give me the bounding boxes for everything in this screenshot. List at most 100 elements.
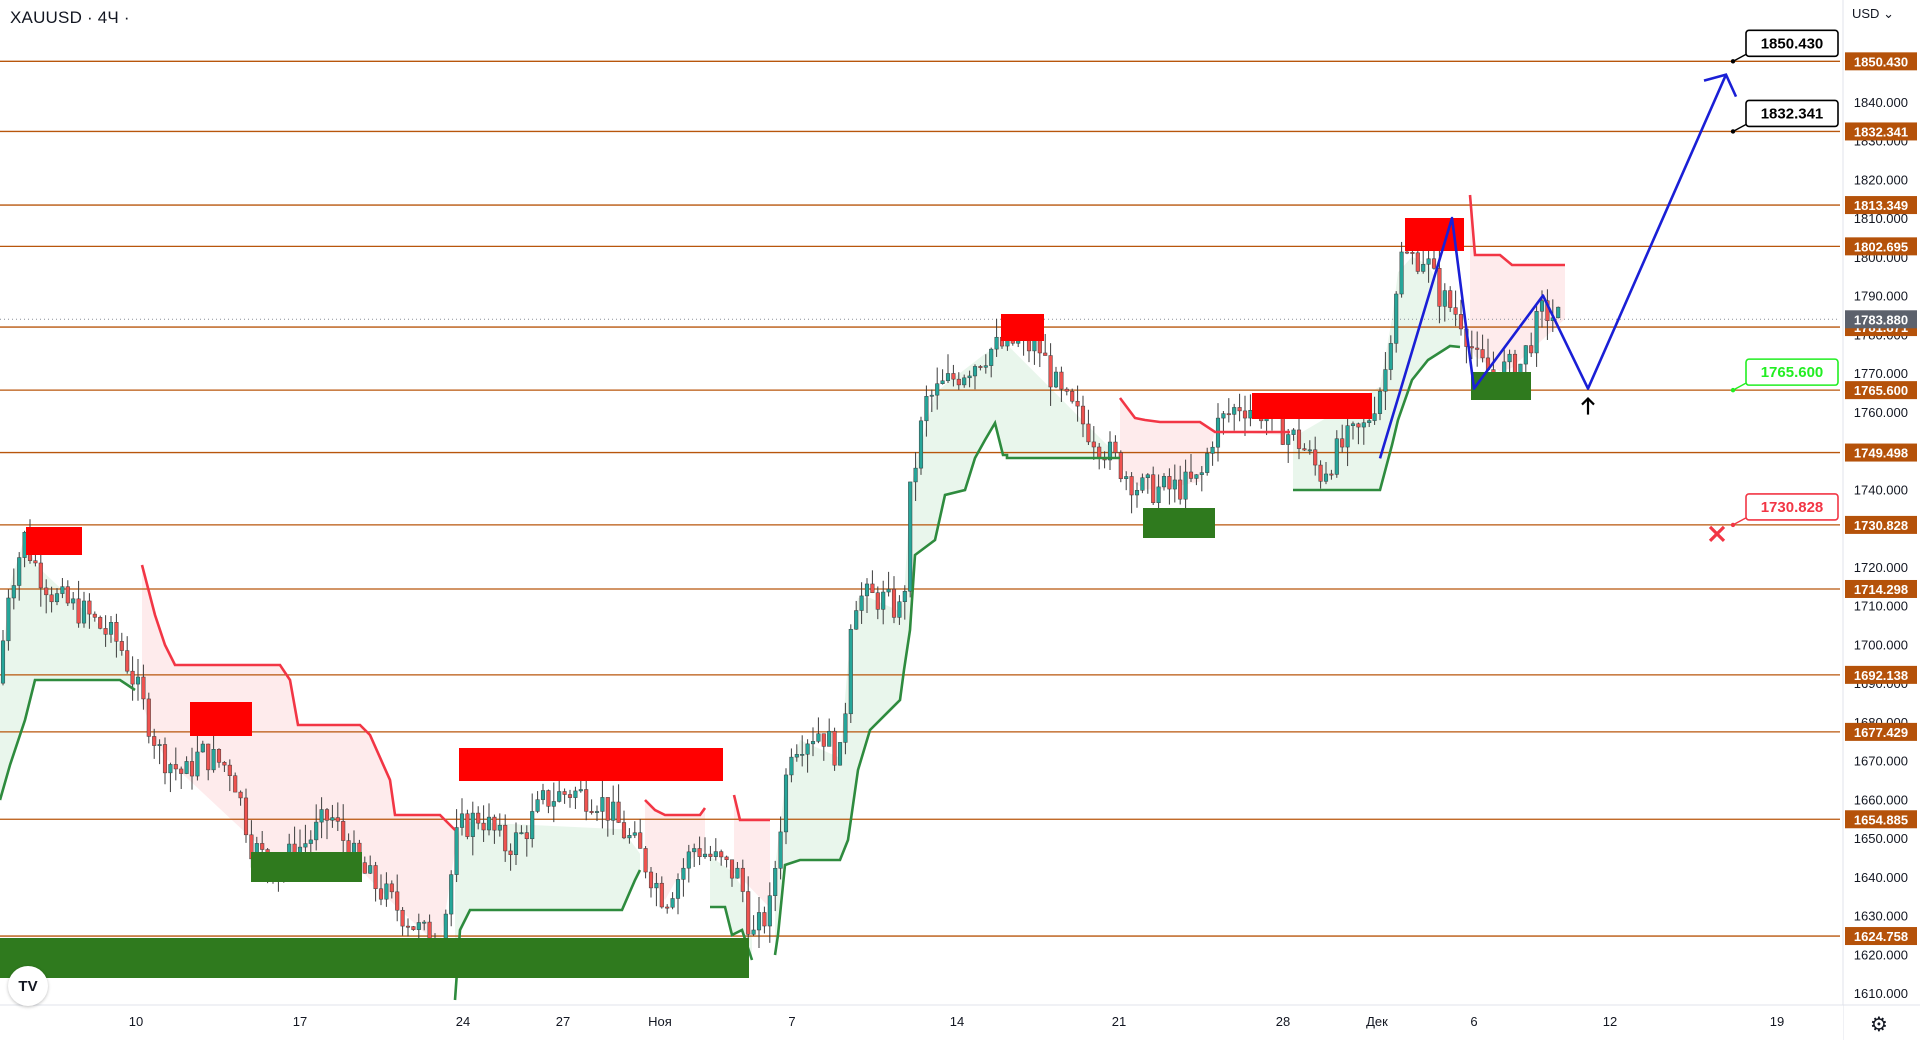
candle-body bbox=[578, 789, 583, 792]
candle-body bbox=[945, 373, 951, 382]
candle-body bbox=[411, 926, 416, 930]
candle-body bbox=[87, 600, 92, 615]
candle-body bbox=[648, 871, 654, 889]
price-tick-label: 1660.000 bbox=[1854, 792, 1908, 807]
candle-body bbox=[168, 764, 173, 774]
candle-body bbox=[632, 832, 637, 836]
supply-zone bbox=[190, 702, 252, 736]
candle-body bbox=[76, 598, 81, 624]
candle-body bbox=[870, 583, 875, 593]
candle-body bbox=[22, 532, 27, 558]
candle-body bbox=[967, 375, 972, 379]
candle-body bbox=[638, 832, 643, 849]
candle-body bbox=[713, 851, 718, 857]
candle-body bbox=[562, 791, 567, 795]
candle-body bbox=[605, 797, 610, 821]
candle-body bbox=[1118, 452, 1123, 479]
candle-body bbox=[686, 851, 691, 869]
callout-leader bbox=[1732, 517, 1747, 526]
candle-body bbox=[1388, 343, 1393, 370]
projection-path bbox=[1378, 73, 1738, 543]
candle-body bbox=[1399, 251, 1404, 295]
candle-body bbox=[1323, 473, 1329, 482]
candle-body bbox=[864, 583, 870, 597]
candle-body bbox=[314, 821, 319, 841]
candle-body bbox=[956, 378, 961, 386]
candle-body bbox=[551, 801, 556, 807]
candle-body bbox=[557, 791, 562, 802]
demand-zone bbox=[1471, 372, 1531, 400]
supply-zone bbox=[1252, 393, 1372, 419]
level-price-tag bbox=[1845, 810, 1917, 829]
time-tick-label: 24 bbox=[456, 1014, 470, 1029]
time-tick-label: 21 bbox=[1112, 1014, 1126, 1029]
uptrend-band bbox=[455, 821, 640, 1000]
candle-body bbox=[908, 481, 913, 592]
candle-body bbox=[756, 912, 762, 931]
candle-body bbox=[697, 848, 702, 857]
candle-body bbox=[794, 754, 799, 758]
time-tick-label: 19 bbox=[1770, 1014, 1784, 1029]
candle-body bbox=[1453, 307, 1458, 315]
candle-body bbox=[611, 801, 616, 821]
candle-body bbox=[189, 761, 195, 777]
candle-body bbox=[735, 867, 740, 879]
candle-body bbox=[659, 882, 664, 908]
candle-body bbox=[740, 867, 745, 892]
level-price-tag-label: 1832.341 bbox=[1854, 124, 1908, 139]
candle-body bbox=[1107, 441, 1113, 461]
candle-body bbox=[584, 789, 589, 812]
candle-body bbox=[1059, 371, 1064, 390]
candle-body bbox=[843, 713, 848, 743]
candle-body bbox=[1437, 268, 1442, 307]
candle-body bbox=[859, 595, 864, 611]
level-price-tag bbox=[1845, 122, 1917, 141]
callout-label: 1832.341 bbox=[1761, 105, 1824, 122]
candle-body bbox=[1156, 486, 1161, 503]
candle-body bbox=[854, 610, 859, 630]
candle-body bbox=[389, 883, 394, 893]
candle-body bbox=[476, 812, 481, 824]
candle-body bbox=[492, 816, 497, 831]
level-price-tag bbox=[1845, 443, 1917, 462]
candle-body bbox=[1194, 474, 1199, 479]
candle-body bbox=[837, 742, 843, 766]
level-price-tag-label: 1850.430 bbox=[1854, 54, 1908, 69]
uptrend-band bbox=[1293, 256, 1460, 490]
downtrend-line bbox=[1468, 194, 1565, 267]
level-price-tag bbox=[1845, 381, 1917, 400]
candle-body bbox=[621, 822, 627, 839]
candle-body bbox=[1361, 422, 1366, 428]
currency-selector[interactable]: USD ⌄ bbox=[1852, 6, 1894, 22]
candle-body bbox=[227, 764, 232, 776]
candle-body bbox=[1086, 423, 1091, 443]
tradingview-logo[interactable]: TV bbox=[8, 966, 48, 1006]
candle-body bbox=[702, 853, 708, 857]
price-tick-label: 1720.000 bbox=[1854, 560, 1908, 575]
candle-body bbox=[1161, 476, 1167, 488]
candle-body bbox=[1480, 349, 1485, 359]
candle-body bbox=[800, 754, 805, 756]
callout-label: 1850.430 bbox=[1761, 35, 1824, 52]
candle-body bbox=[103, 628, 108, 635]
price-axis[interactable]: 1850.0001840.0001830.0001820.0001810.000… bbox=[1842, 0, 1920, 1040]
candle-body bbox=[330, 817, 335, 821]
candle-body bbox=[503, 824, 508, 852]
stop-x-icon-stroke bbox=[1708, 525, 1726, 543]
candle-body bbox=[11, 585, 16, 599]
price-tick-label: 1790.000 bbox=[1854, 289, 1908, 304]
candle-body bbox=[1345, 425, 1350, 448]
uptrend-line bbox=[0, 678, 136, 801]
price-tick-label: 1840.000 bbox=[1854, 95, 1908, 110]
price-tick-label: 1650.000 bbox=[1854, 831, 1908, 846]
candle-body bbox=[729, 859, 735, 879]
candle-body bbox=[308, 839, 313, 844]
candle-body bbox=[1113, 441, 1118, 453]
candle-body bbox=[654, 882, 659, 889]
level-price-tag bbox=[1845, 927, 1917, 946]
gear-icon[interactable]: ⚙ bbox=[1870, 1012, 1888, 1036]
candle-body bbox=[1064, 388, 1069, 392]
time-axis[interactable]: 10 17 24 27 Ноя 7 14 21 28 Дек 6 12 19 bbox=[0, 1004, 1920, 1040]
candle-body bbox=[206, 743, 211, 771]
